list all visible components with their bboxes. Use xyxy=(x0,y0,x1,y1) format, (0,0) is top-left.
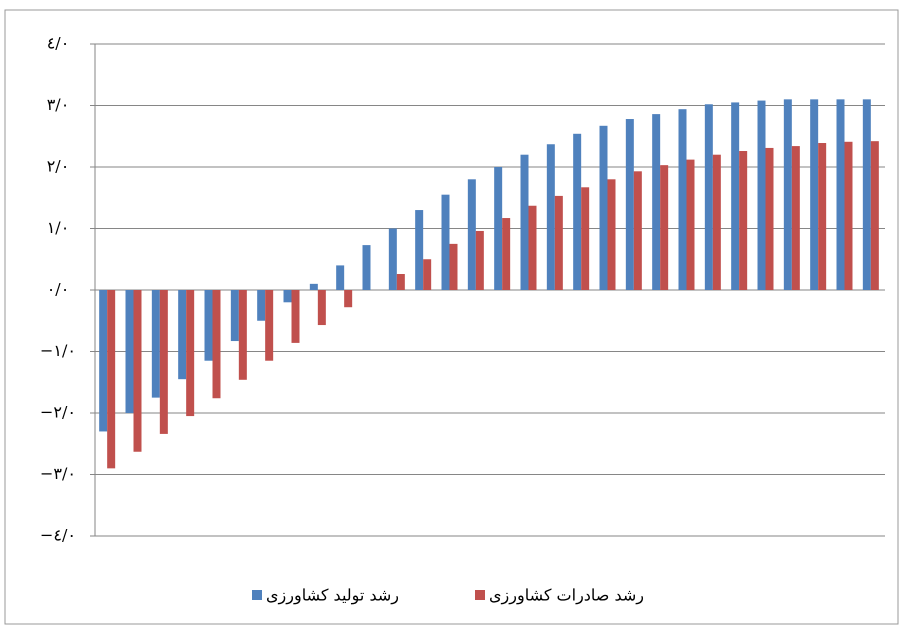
bar xyxy=(686,159,695,290)
y-tick-label: ٠/٠ xyxy=(47,280,70,299)
y-tick-label: −٢/٠ xyxy=(40,403,76,422)
bar xyxy=(336,265,345,290)
bar xyxy=(836,99,845,290)
bar xyxy=(791,146,800,290)
y-tick-label: −١/٠ xyxy=(40,341,76,360)
bar xyxy=(844,141,853,290)
bar xyxy=(125,290,134,413)
bar xyxy=(581,187,590,290)
bar xyxy=(388,228,397,290)
bar xyxy=(396,274,405,290)
bar xyxy=(99,290,108,432)
bar xyxy=(467,179,476,290)
y-tick-label: ١/٠ xyxy=(47,218,70,237)
y-tick-label: ٤/٠ xyxy=(47,34,70,53)
bar xyxy=(238,290,247,380)
bar xyxy=(449,243,458,290)
bar xyxy=(520,154,529,290)
bar xyxy=(283,290,292,303)
bar xyxy=(475,230,484,290)
bar xyxy=(133,290,142,452)
bar xyxy=(441,194,450,290)
bar xyxy=(107,290,116,469)
bar xyxy=(415,210,424,290)
bar xyxy=(309,283,318,290)
bar xyxy=(151,290,160,398)
bar xyxy=(159,290,168,434)
bar xyxy=(423,259,432,290)
bar xyxy=(554,195,563,290)
bar xyxy=(704,104,713,291)
y-tick-label: ٢/٠ xyxy=(47,157,70,176)
bar xyxy=(362,245,371,290)
bar xyxy=(633,171,642,290)
bar xyxy=(528,205,537,290)
bar xyxy=(625,119,634,290)
legend-marker xyxy=(252,590,262,600)
bar xyxy=(652,114,661,290)
bar xyxy=(204,290,213,361)
legend-label: رشد صادرات کشاورزی xyxy=(489,586,644,605)
y-tick-label: ٣/٠ xyxy=(47,95,70,114)
bar xyxy=(712,154,721,290)
bar xyxy=(494,167,503,290)
bar xyxy=(230,290,239,342)
bar xyxy=(265,290,274,361)
bar xyxy=(678,109,687,290)
bar xyxy=(862,99,871,290)
y-tick-label: −٤/٠ xyxy=(40,526,76,545)
bar xyxy=(291,290,300,343)
bar xyxy=(765,147,774,290)
bar xyxy=(731,102,740,290)
bar xyxy=(870,141,879,290)
bar xyxy=(344,290,353,308)
y-tick-label: −٣/٠ xyxy=(40,464,76,483)
bar xyxy=(546,144,555,290)
bar xyxy=(810,99,819,290)
bar xyxy=(502,218,511,290)
legend-label: رشد تولید کشاورزی xyxy=(266,586,399,605)
bar xyxy=(186,290,195,417)
bar xyxy=(757,100,766,290)
bar xyxy=(599,125,608,290)
bar xyxy=(317,290,326,326)
bar xyxy=(573,133,582,290)
bar xyxy=(607,179,616,290)
bar xyxy=(818,143,827,290)
bar xyxy=(739,151,748,290)
bar xyxy=(178,290,187,380)
bar xyxy=(212,290,221,399)
bar xyxy=(660,165,669,290)
legend-marker xyxy=(475,590,485,600)
bar xyxy=(257,290,266,321)
bar xyxy=(783,99,792,290)
